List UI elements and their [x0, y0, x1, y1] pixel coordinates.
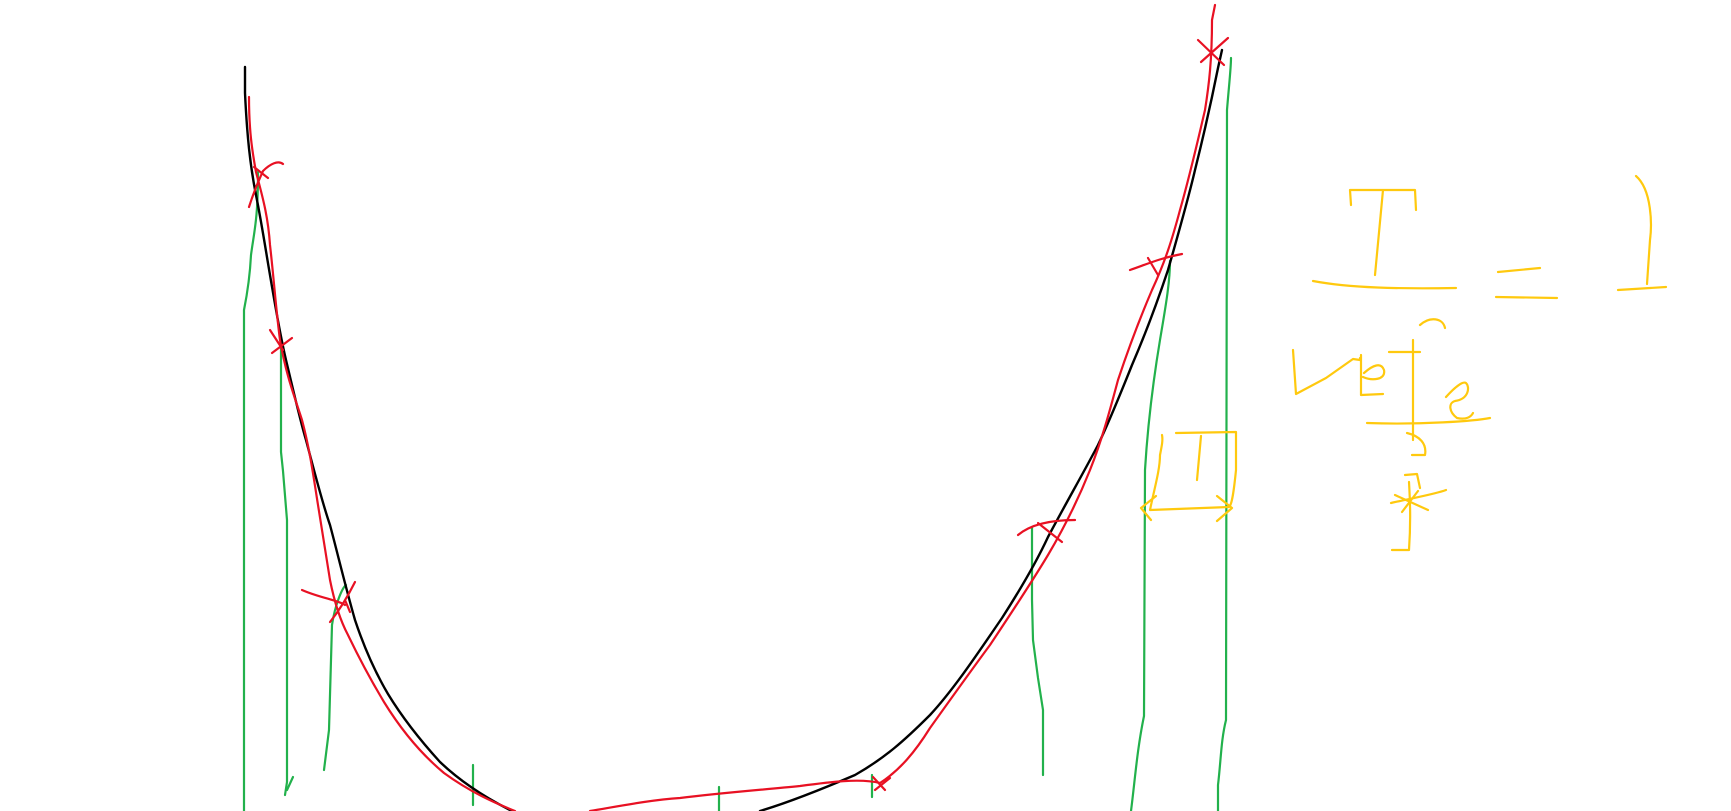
red-cross: [252, 165, 270, 180]
yellow-handwritten-formula: [1139, 174, 1668, 552]
green-line: [285, 775, 295, 792]
red-cross: [871, 775, 892, 792]
yellow-arrowhead-right: [1215, 494, 1234, 523]
yellow-T-glyph: [1348, 188, 1418, 277]
yellow-e-glyph: [1359, 353, 1386, 397]
red-cross: [268, 328, 294, 355]
red-cross: [1128, 252, 1184, 277]
yellow-box-arrow: [1148, 430, 1238, 512]
green-vertical-lines: [242, 56, 1233, 811]
yellow-sqrt-glyph: [1291, 348, 1362, 396]
red-cross: [247, 161, 285, 209]
yellow-fraction-bar: [1311, 279, 1458, 290]
green-line: [1216, 56, 1233, 811]
green-line: [279, 336, 289, 797]
yellow-equals: [1494, 266, 1559, 300]
yellow-e-subscript-glyph: [1444, 381, 1475, 420]
red-cross: [1016, 518, 1077, 544]
yellow-arrowhead-left: [1139, 494, 1158, 522]
green-line: [322, 583, 348, 772]
yellow-cross-mark: [1393, 489, 1430, 514]
green-line: [1030, 526, 1045, 777]
yellow-fraction-bar-2: [1365, 416, 1492, 425]
green-line: [1129, 259, 1172, 811]
yellow-f-lower-glyph: [1389, 431, 1448, 552]
black-curve: [243, 48, 1224, 811]
green-line: [242, 170, 260, 811]
red-approximation-curve: [247, 3, 1217, 811]
red-cross: [1196, 36, 1230, 67]
yellow-one-glyph: [1616, 174, 1668, 292]
red-cross-markers: [247, 36, 1230, 792]
red-cross: [300, 580, 357, 624]
